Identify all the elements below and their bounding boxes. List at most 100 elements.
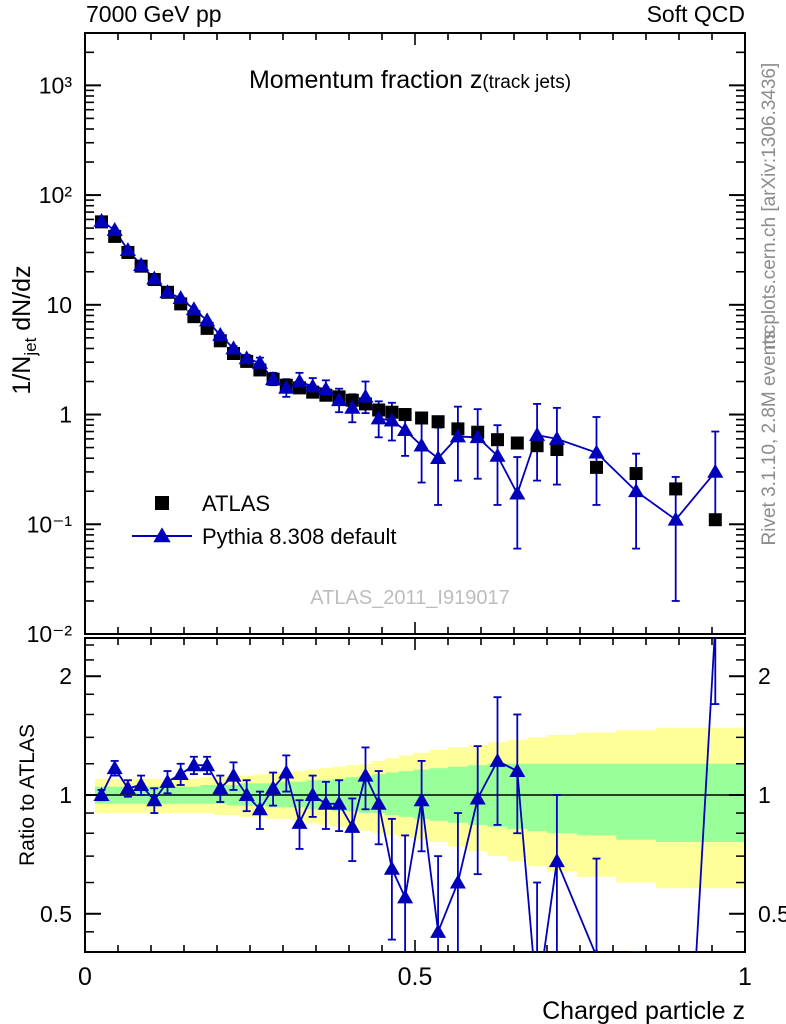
mc-marker-main (469, 429, 486, 444)
mc-marker-main (509, 485, 526, 500)
atlas-marker-main (590, 460, 603, 474)
atlas-marker-main (431, 415, 445, 429)
side-text-mcplots: mcplots.cern.ch [arXiv:1306.3436] (759, 63, 780, 350)
mc-marker-main (529, 427, 546, 441)
mc-marker-ratio (430, 923, 447, 938)
mc-marker-main (397, 422, 414, 437)
mc-marker-main (430, 450, 447, 465)
mc-marker-main (238, 350, 255, 365)
xtick-label: 0 (78, 963, 92, 991)
mc-marker-ratio (172, 766, 189, 781)
mc-marker-main (548, 430, 565, 445)
mc-marker-ratio (397, 889, 414, 904)
mc-line-main (100, 220, 716, 521)
mc-marker-ratio (133, 777, 150, 792)
ytick-label-main: 10² (39, 182, 73, 208)
mc-marker-main (383, 412, 400, 427)
mc-marker-ratio (357, 767, 374, 782)
mc-marker-main (317, 381, 334, 396)
mc-marker-ratio (159, 773, 176, 788)
ytick-label-main: 10³ (39, 72, 73, 98)
legend-marker-atlas (155, 496, 169, 510)
mc-marker-ratio (199, 757, 216, 772)
atlas-marker-main (385, 405, 399, 419)
mc-marker-main (278, 379, 295, 394)
mc-marker-ratio (119, 780, 136, 795)
xtick-label: 0.5 (398, 963, 433, 991)
atlas-marker-main (491, 433, 504, 447)
mc-marker-main (588, 444, 605, 459)
mc-marker-main (159, 284, 176, 299)
ratio-ytick-label-right: 2 (758, 663, 771, 689)
xaxis-label: Charged particle z (542, 997, 745, 1024)
mc-marker-ratio (185, 757, 202, 772)
mc-marker-ratio (225, 767, 242, 782)
header-right: Soft QCD (647, 1, 745, 27)
mc-marker-ratio (707, 617, 723, 631)
atlas-marker-main (530, 439, 544, 453)
analysis-watermark: ATLAS_2011_I919017 (310, 587, 509, 609)
mc-marker-ratio (509, 763, 526, 778)
mc-marker-main (331, 392, 348, 407)
atlas-marker-main (629, 467, 643, 481)
atlas-marker-main (372, 403, 386, 417)
mc-marker-main (413, 437, 430, 452)
mc-marker-main (119, 242, 136, 256)
ratio-ytick-label: 1 (59, 782, 72, 808)
mc-marker-main (185, 301, 202, 316)
ytick-label-main: 1 (59, 402, 72, 428)
plot-title: Momentum fraction z(track jets) (249, 66, 571, 94)
mc-marker-ratio (449, 874, 466, 889)
mc-marker-ratio (212, 780, 229, 795)
mc-marker-ratio (594, 948, 599, 952)
legend-marker-pythia (153, 527, 171, 543)
mc-marker-ratio (265, 780, 282, 795)
mc-marker-main (304, 378, 321, 393)
atlas-marker-main (708, 513, 722, 527)
mc-marker-main (199, 312, 216, 327)
mc-marker-main (106, 222, 123, 236)
main-panel-frame (84, 32, 746, 635)
mc-marker-ratio (344, 818, 361, 833)
mc-marker-ratio (238, 787, 255, 801)
mc-marker-ratio (106, 760, 123, 775)
mc-marker-main (628, 483, 645, 498)
mc-marker-ratio (469, 790, 486, 805)
xtick-label: 1 (738, 963, 752, 991)
header-left: 7000 GeV pp (86, 1, 222, 27)
ratio-ytick-label: 2 (59, 663, 72, 689)
mc-marker-main (291, 373, 308, 388)
mc-marker-main (370, 410, 387, 425)
ytick-label-main: 10⁻¹ (27, 511, 73, 537)
ytick-label-main: 10 (46, 292, 72, 318)
mc-marker-ratio (251, 801, 268, 816)
mc-marker-main (707, 463, 724, 478)
atlas-marker-main (398, 408, 412, 422)
atlas-marker-main (669, 482, 683, 496)
atlas-marker-main (510, 436, 524, 450)
mc-marker-ratio (278, 764, 295, 779)
ratio-ytick-label-right: 0.5 (758, 901, 786, 927)
mc-marker-main (133, 257, 150, 271)
mc-marker-ratio (370, 795, 387, 810)
mc-marker-main (265, 371, 282, 386)
mc-marker-ratio (93, 787, 110, 801)
mc-marker-ratio (413, 792, 430, 807)
mc-marker-main (172, 290, 189, 305)
mc-marker-ratio (317, 795, 334, 810)
mc-marker-ratio (291, 814, 308, 829)
mc-marker-main (357, 388, 374, 403)
ratio-data-group (93, 617, 723, 952)
atlas-marker-main (415, 411, 429, 425)
mc-marker-main (449, 428, 466, 443)
ratio-ylabel: Ratio to ATLAS (16, 724, 39, 866)
mc-marker-main (251, 354, 268, 369)
mc-marker-ratio (304, 787, 321, 801)
side-text-rivet: Rivet 3.1.10, 2.8M events (759, 330, 780, 545)
legend-label-pythia: Pythia 8.308 default (202, 524, 396, 549)
mc-marker-main (93, 212, 110, 227)
mc-marker-ratio (383, 860, 400, 875)
legend-label-atlas: ATLAS (202, 491, 270, 516)
